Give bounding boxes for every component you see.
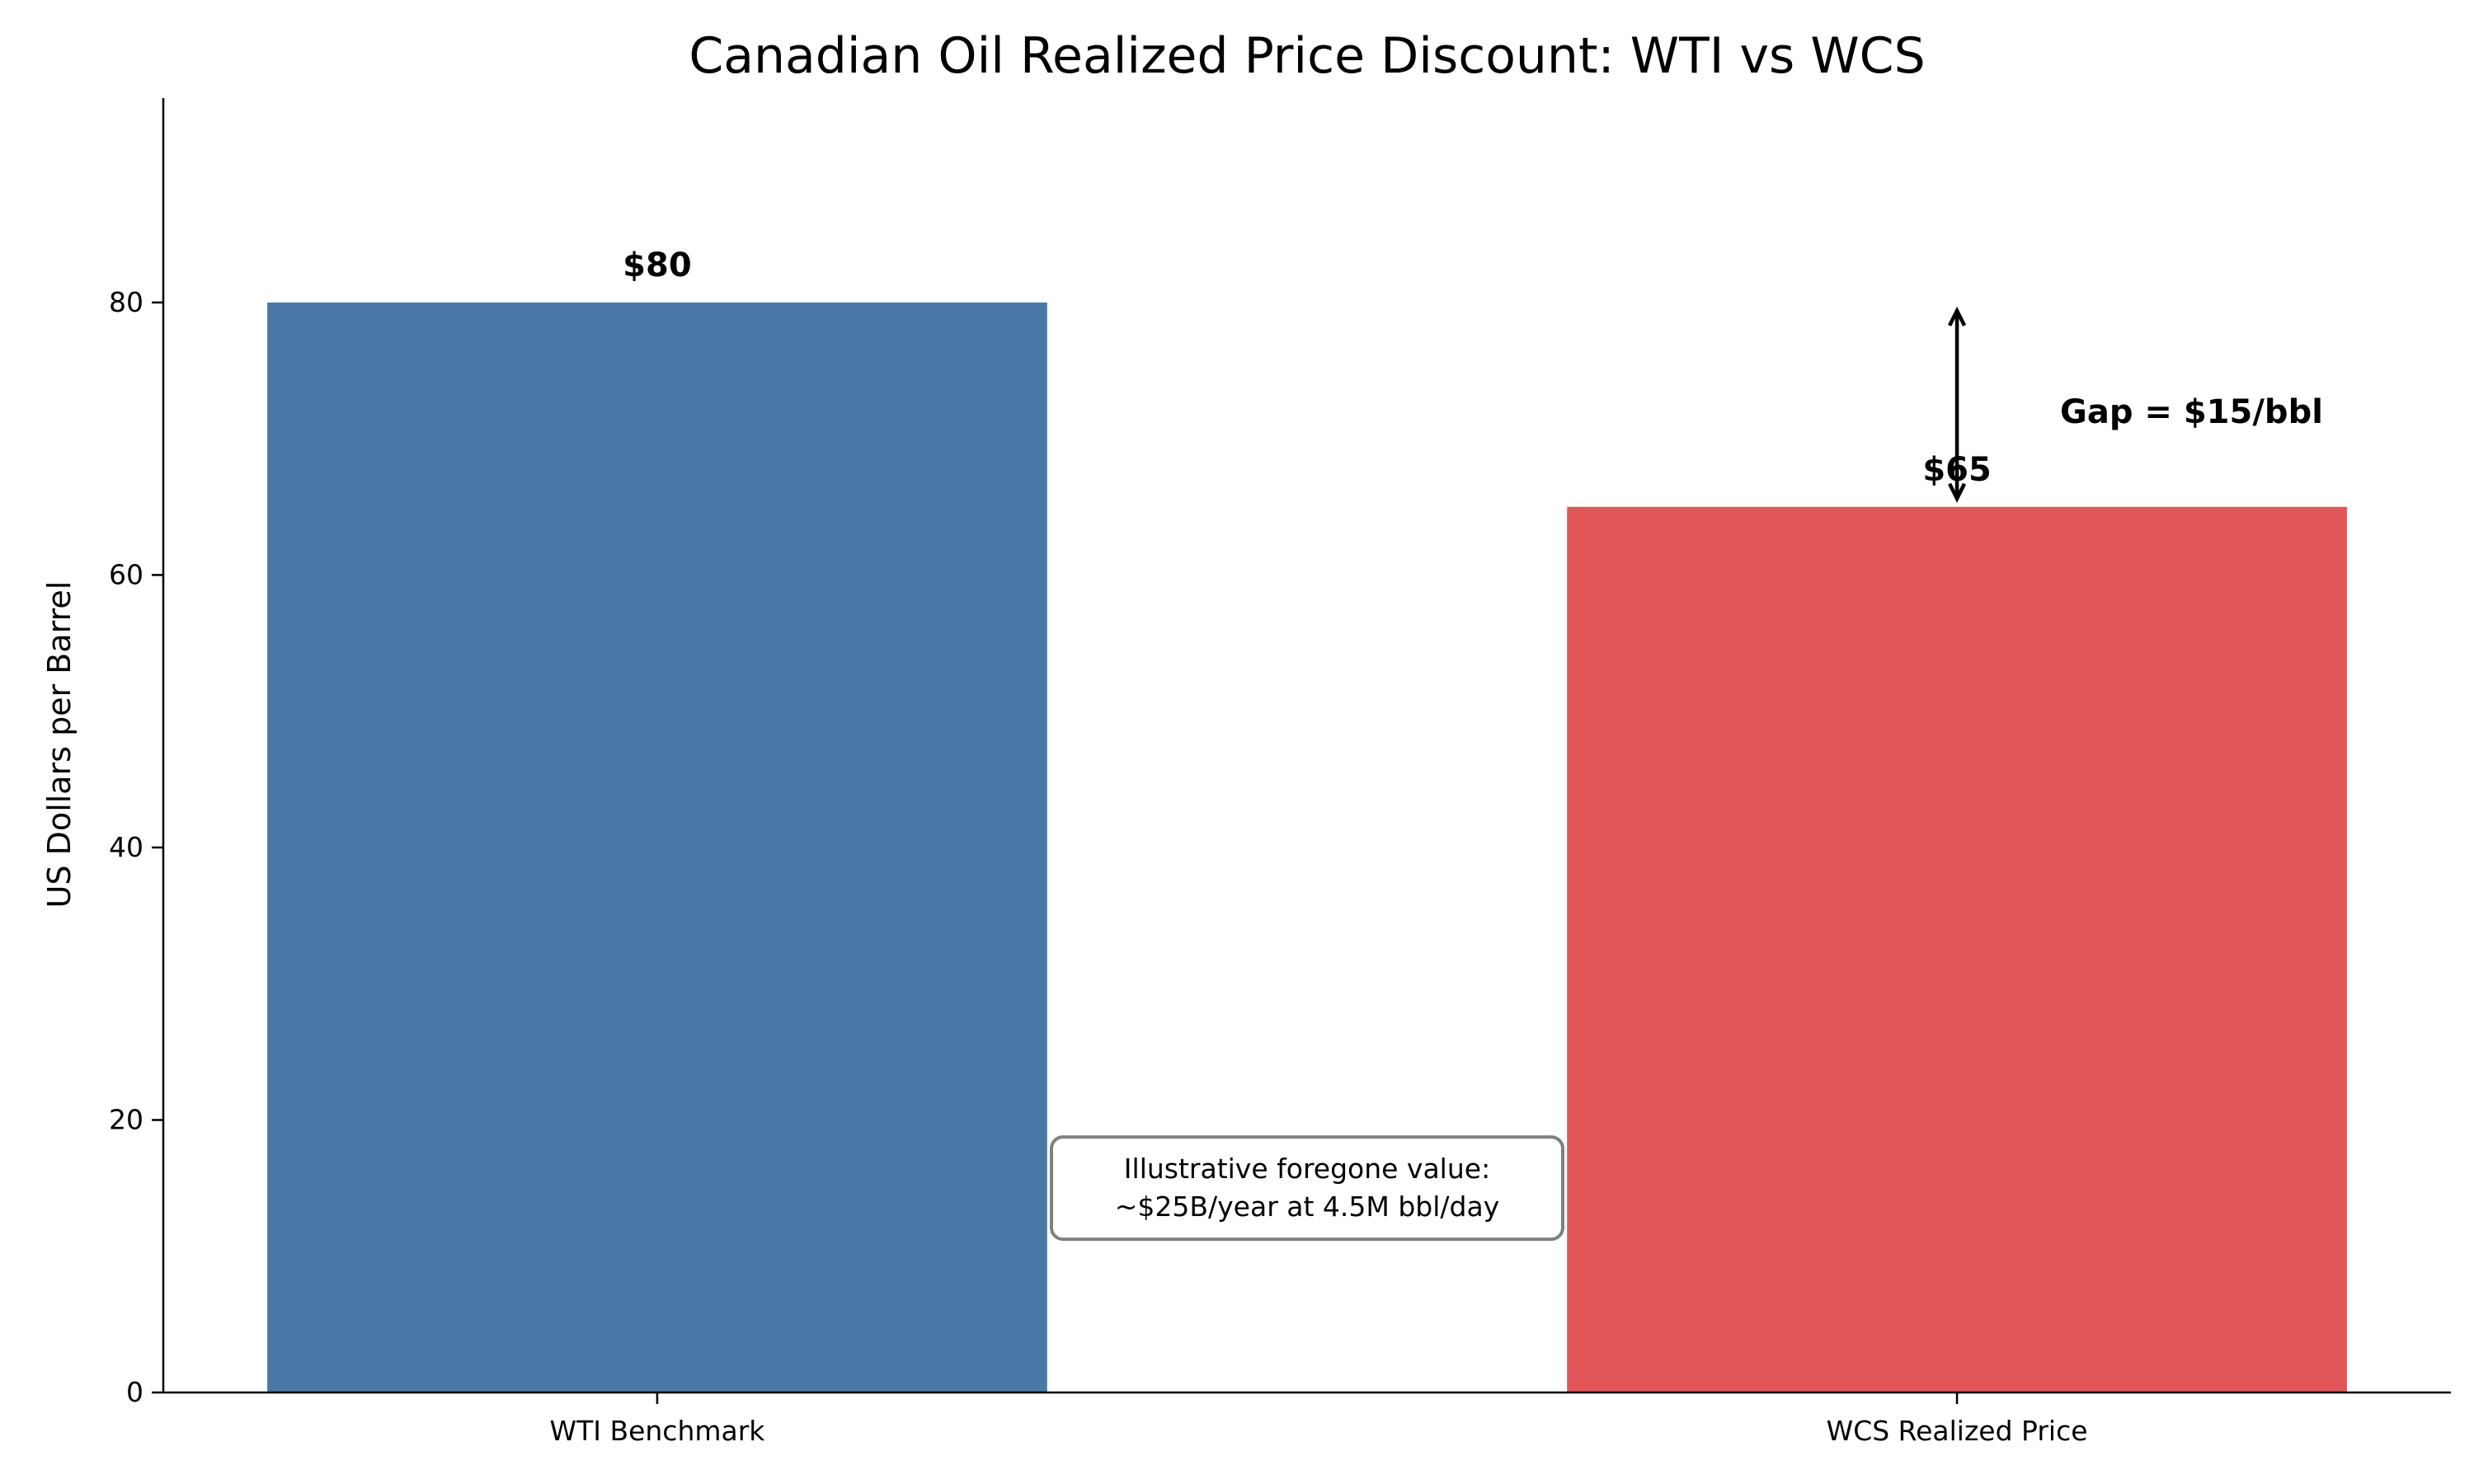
note-line-0: Illustrative foregone value: <box>1124 1153 1490 1185</box>
y-axis-label: US Dollars per Barrel <box>41 581 78 909</box>
gap-arrow <box>1948 306 1967 503</box>
bar-1 <box>1567 506 2347 1392</box>
y-tick-label: 20 <box>109 1103 143 1135</box>
y-tick-label: 60 <box>109 558 143 590</box>
note-line-1: ~$25B/year at 4.5M bbl/day <box>1115 1190 1499 1223</box>
x-tick-label: WCS Realized Price <box>1827 1415 2088 1447</box>
value-label-0: $80 <box>623 247 692 284</box>
bar-0 <box>267 302 1047 1392</box>
x-tick-label: WTI Benchmark <box>549 1415 765 1447</box>
y-tick-label: 0 <box>126 1376 143 1408</box>
y-tick-label: 40 <box>109 831 143 863</box>
gap-label: Gap = $15/bbl <box>2060 393 2323 431</box>
note-box <box>1050 1135 1564 1242</box>
chart-title: Canadian Oil Realized Price Discount: WT… <box>689 27 1925 85</box>
y-tick-label: 80 <box>109 286 143 318</box>
